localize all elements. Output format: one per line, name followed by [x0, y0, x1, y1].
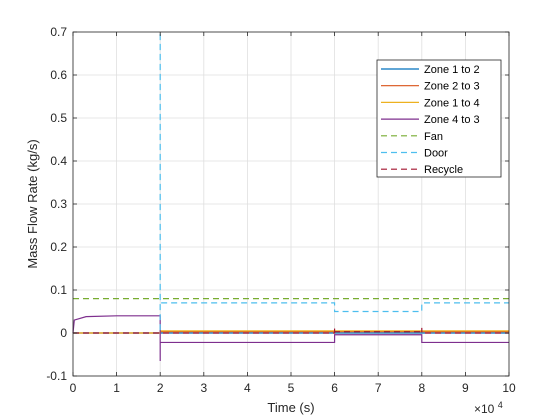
x-tick-label: 7	[375, 381, 382, 395]
legend-label-recycle: Recycle	[424, 164, 463, 176]
tick-labels: 0 1 2 3 4 5 6 7 8 9 10-0.100.10.20.30.40.50.60.7	[46, 25, 516, 395]
x-axis-exponent: ×10 4	[474, 400, 503, 416]
x-tick-label: 3	[200, 381, 207, 395]
x-tick-label: 2	[157, 381, 164, 395]
y-axis-title: Mass Flow Rate (kg/s)	[25, 139, 40, 268]
x-tick-label: 8	[418, 381, 425, 395]
x-axis-exponent-base: ×10	[474, 402, 495, 416]
y-tick-label: 0	[60, 326, 67, 340]
x-tick-label: 5	[288, 381, 295, 395]
legend: Zone 1 to 2 Zone 2 to 3 Zone 1 to 4 Zone 4 …	[376, 59, 502, 178]
x-tick-label: 6	[331, 381, 338, 395]
legend-label-door: Door	[424, 148, 448, 160]
legend-label-zone-1-to-4: Zone 1 to 4	[424, 97, 480, 109]
series-line-recycle	[73, 327, 509, 334]
series-group	[72, 31, 509, 361]
ticks	[72, 31, 510, 377]
legend-label-zone-4-to-3: Zone 4 to 3	[424, 114, 480, 126]
legend-label-fan: Fan	[424, 131, 443, 143]
y-tick-label: 0.7	[50, 25, 67, 39]
y-tick-label: 0.2	[50, 240, 67, 254]
x-tick-label: 4	[244, 381, 251, 395]
x-tick-label: 0	[70, 381, 77, 395]
y-tick-label: 0.3	[50, 197, 67, 211]
y-tick-label: 0.6	[50, 68, 67, 82]
legend-label-zone-2-to-3: Zone 2 to 3	[424, 81, 480, 93]
y-tick-label: -0.1	[46, 369, 67, 383]
series-line-zone-4-to-3	[72, 315, 509, 361]
series-line-door	[73, 31, 509, 334]
y-tick-label: 0.4	[50, 154, 67, 168]
legend-label-zone-1-to-2: Zone 1 to 2	[424, 64, 480, 76]
y-tick-label: 0.5	[50, 111, 67, 125]
x-tick-label: 10	[502, 381, 516, 395]
y-tick-label: 0.1	[50, 283, 67, 297]
x-axis-exponent-power: 4	[498, 400, 503, 410]
x-tick-label: 9	[462, 381, 469, 395]
x-axis-title: Time (s)	[267, 400, 314, 415]
x-tick-label: 1	[113, 381, 120, 395]
